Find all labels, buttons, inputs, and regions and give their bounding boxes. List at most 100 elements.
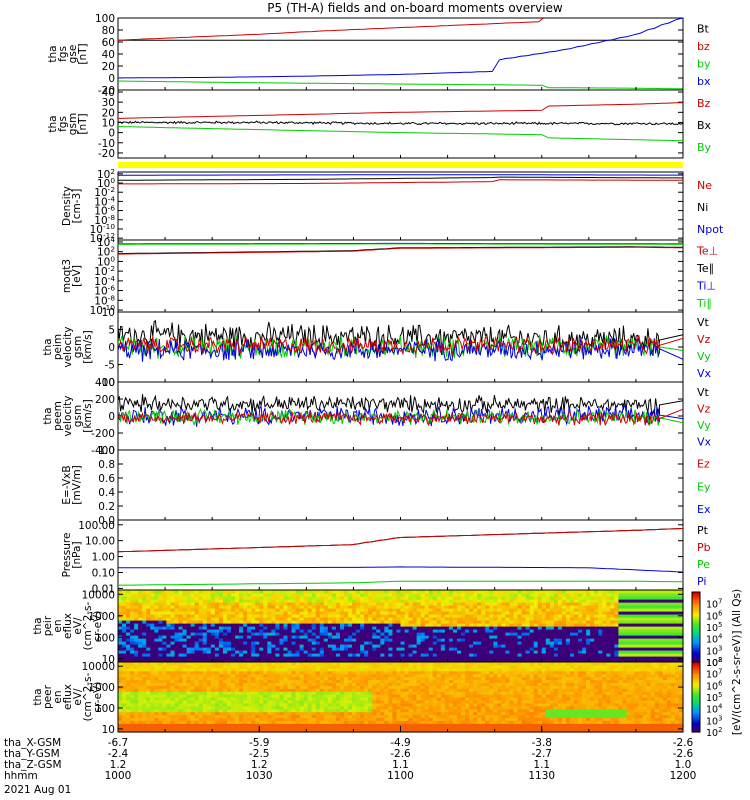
spectrogram-cell <box>218 596 224 600</box>
spectrogram-cell <box>267 647 272 651</box>
spectrogram-cell <box>271 626 276 630</box>
spectrogram-cell <box>251 611 256 615</box>
spectrogram-cell <box>255 685 260 689</box>
spectrogram-cell <box>126 679 131 684</box>
spectrogram-cell <box>505 656 511 660</box>
spectrogram-cell <box>126 723 131 727</box>
spectrogram-cell <box>428 629 434 633</box>
spectrogram-cell <box>287 629 293 633</box>
spectrogram-cell <box>622 593 628 597</box>
spectrogram-cell <box>226 599 232 603</box>
spectrogram-cell <box>545 593 551 597</box>
spectrogram-cell <box>461 599 466 603</box>
spectrogram-cell <box>586 617 591 621</box>
spectrogram-cell <box>154 611 159 615</box>
spectrogram-cell <box>650 620 656 624</box>
spectrogram-cell <box>202 605 208 609</box>
spectrogram-cell <box>565 599 571 603</box>
spectrogram-cell <box>606 614 611 618</box>
spectrogram-cell <box>570 659 575 663</box>
spectrogram-cell <box>610 653 615 657</box>
spectrogram-cell <box>235 614 240 618</box>
spectrogram-cell <box>404 644 410 648</box>
spectrogram-cell <box>194 596 200 600</box>
spectrogram-cell <box>408 596 414 600</box>
spectrogram-cell <box>247 596 252 600</box>
spectrogram-cell <box>545 659 551 663</box>
spectrogram-cell <box>344 659 349 663</box>
spectrogram-cell <box>287 714 293 719</box>
spectrogram-cell <box>231 717 236 721</box>
spectrogram-cell <box>662 635 668 639</box>
spectrogram-cell <box>255 673 260 678</box>
spectrogram-cell <box>638 605 644 609</box>
spectrogram-cell <box>287 726 293 730</box>
spectrogram-cell <box>513 614 519 618</box>
spectrogram-cell <box>335 599 341 603</box>
spectrogram-cell <box>279 685 285 689</box>
spectrogram-cell <box>574 647 579 651</box>
spectrogram-cell <box>303 620 309 624</box>
spectrogram-cell <box>606 641 611 645</box>
spectrogram-cell <box>194 729 200 733</box>
spectrogram-cell <box>525 656 531 660</box>
spectrogram-cell <box>178 697 184 701</box>
spectrogram-cell <box>364 632 369 636</box>
spectrogram-cell <box>235 676 240 681</box>
spectrogram-cell <box>182 673 188 678</box>
spectrogram-cell <box>416 653 422 657</box>
spectrogram-cell <box>582 599 587 603</box>
spectrogram-cell <box>226 641 232 645</box>
spectrogram-cell <box>295 726 301 730</box>
spectrogram-cell <box>521 650 527 654</box>
spectrogram-cell <box>166 644 172 648</box>
spectrogram-cell <box>303 590 309 594</box>
spectrogram-cell <box>259 611 264 615</box>
spectrogram-cell <box>319 694 325 698</box>
spectrogram-cell <box>182 614 188 618</box>
spectrogram-cell <box>307 714 313 719</box>
spectrogram-cell <box>283 667 289 672</box>
spectrogram-cell <box>315 705 321 710</box>
spectrogram-cell <box>432 599 438 603</box>
spectrogram-cell <box>356 641 361 645</box>
spectrogram-cell <box>218 593 224 597</box>
spectrogram-cell <box>327 729 333 733</box>
spectrogram-cell <box>497 638 502 642</box>
panel-s1: 10000100010010thapeirenefluxeV/(cm^2-s-s… <box>32 589 684 666</box>
spectrogram-cell <box>344 626 349 630</box>
spectrogram-cell <box>178 620 184 624</box>
spectrogram-cell <box>549 614 555 618</box>
spectrogram-cell <box>178 590 184 594</box>
spectrogram-cell <box>335 605 341 609</box>
spectrogram-cell <box>150 679 155 684</box>
spectrogram-cell <box>271 667 276 672</box>
spectrogram-cell <box>517 608 523 612</box>
spectrogram-cell <box>283 664 289 669</box>
spectrogram-cell <box>525 617 531 621</box>
spectrogram-cell <box>299 723 305 727</box>
spectrogram-cell <box>618 635 624 639</box>
spectrogram-cell <box>299 599 305 603</box>
spectrogram-cell <box>533 596 539 600</box>
spectrogram-cell <box>287 694 293 698</box>
spectrogram-cell <box>582 623 587 627</box>
spectrogram-cell <box>517 641 523 645</box>
spectrogram-cell <box>489 632 494 636</box>
spectrogram-cell <box>295 708 301 713</box>
spectrogram-cell <box>235 647 240 651</box>
spectrogram-cell <box>469 647 474 651</box>
spectrogram-cell <box>319 699 325 704</box>
spectrogram-cell <box>368 650 373 654</box>
spectrogram-cell <box>327 662 333 666</box>
spectrogram-cell <box>190 635 196 639</box>
spectrogram-cell <box>291 623 297 627</box>
spectrogram-cell <box>626 647 632 651</box>
spectrogram-cell <box>222 664 228 669</box>
spectrogram-cell <box>271 726 276 730</box>
spectrogram-cell <box>198 699 204 704</box>
spectrogram-cell <box>315 653 321 657</box>
spectrogram-cell <box>666 593 672 597</box>
spectrogram-cell <box>243 599 248 603</box>
spectrogram-cell <box>582 644 587 648</box>
